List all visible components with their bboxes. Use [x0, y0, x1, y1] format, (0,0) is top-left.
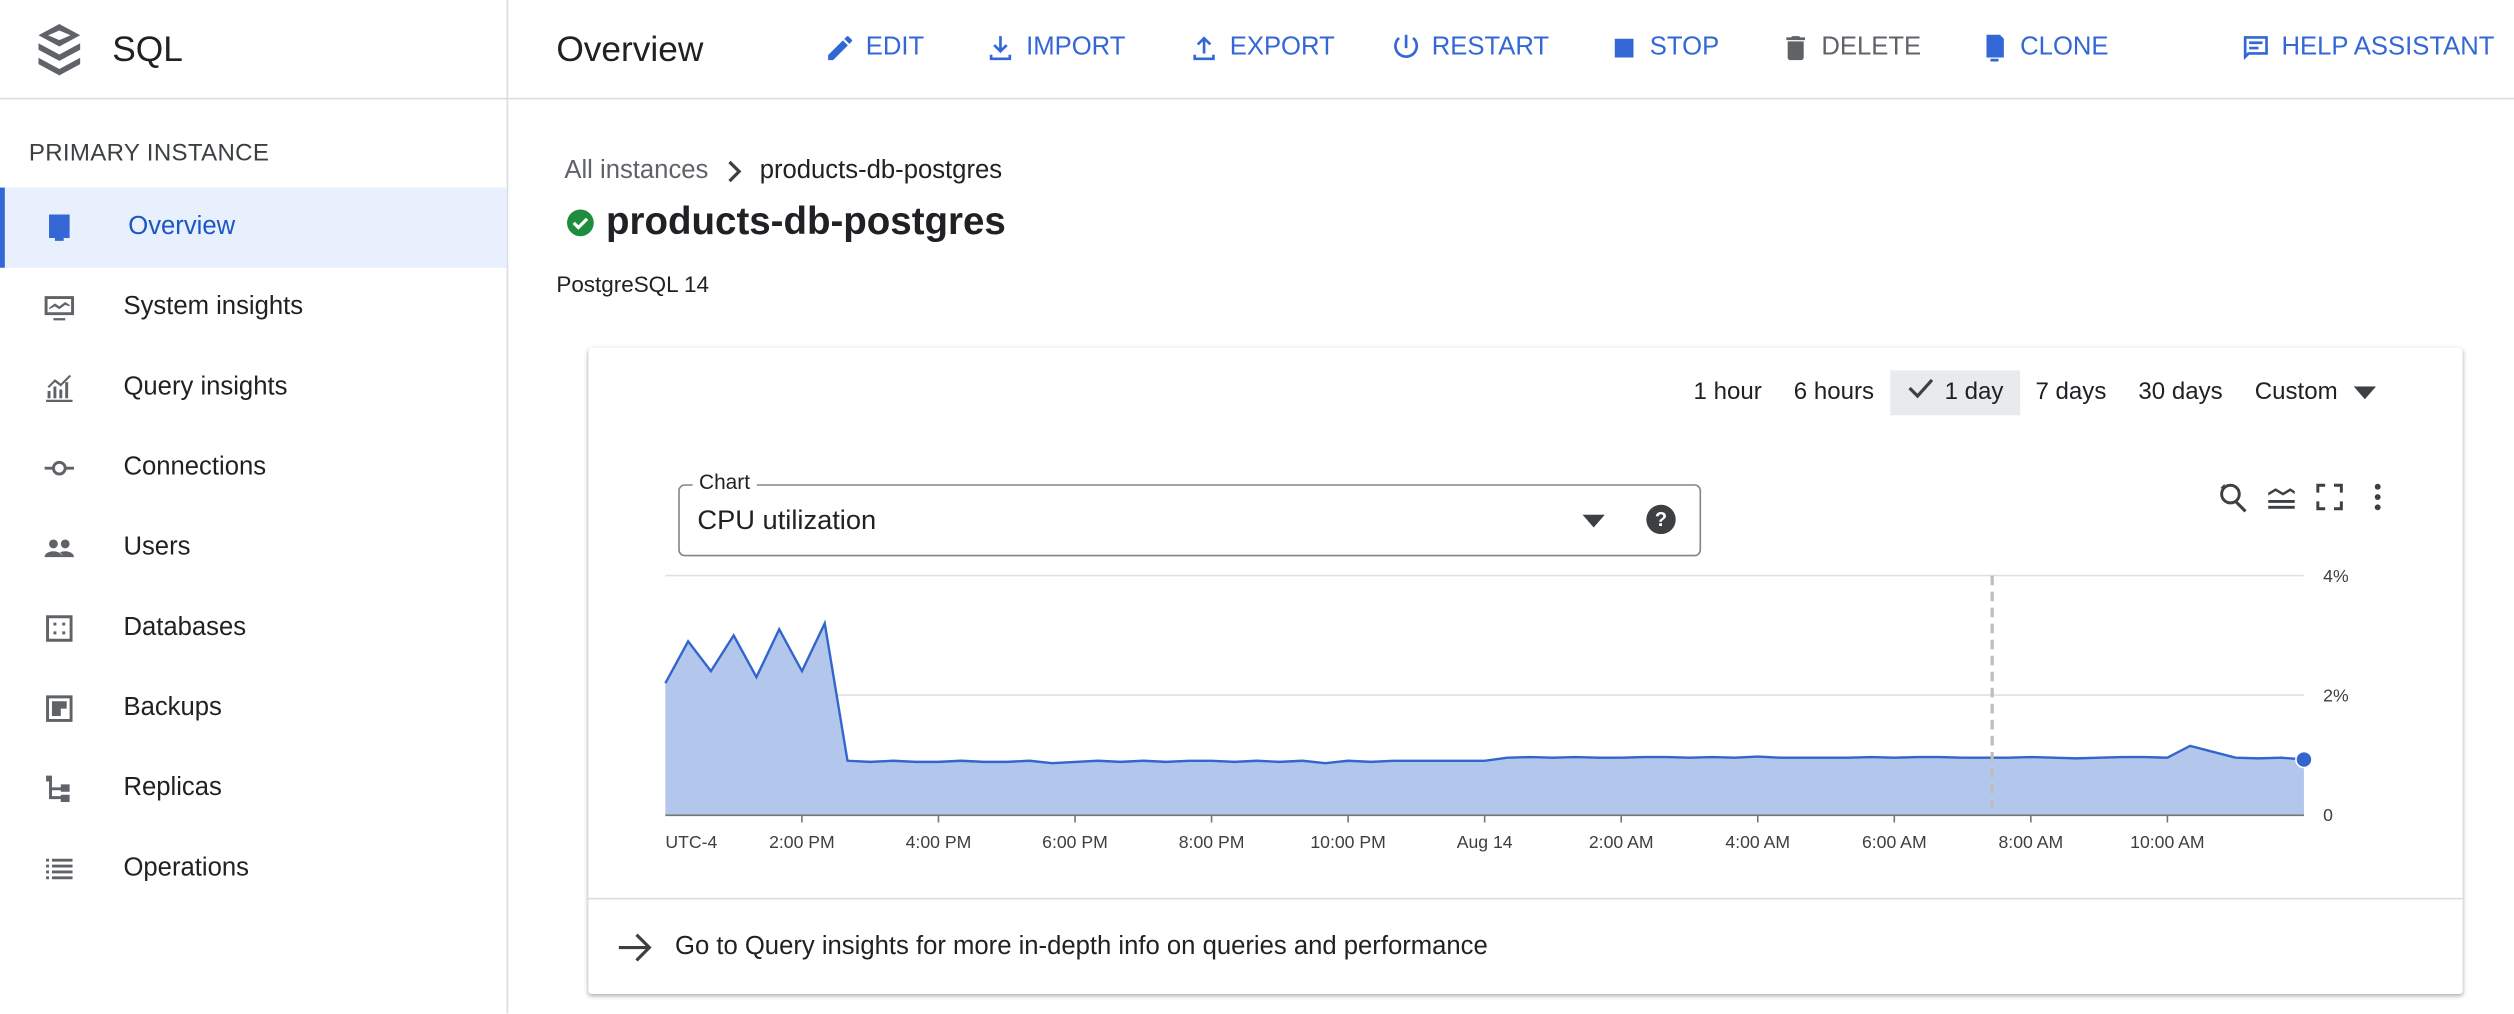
y-tick-label: 0: [2323, 805, 2333, 825]
monitor-icon: [44, 296, 75, 321]
metrics-card: 1 hour 6 hours 1 day 7 days 30 days Cust…: [588, 347, 2463, 996]
chart-select-value: CPU utilization: [697, 505, 877, 536]
help-icon[interactable]: ?: [1645, 503, 1677, 535]
range-1-hour[interactable]: 1 hour: [1693, 378, 1762, 406]
chart-icon: [46, 374, 73, 402]
export-icon: [1193, 36, 1215, 61]
instance-name: products-db-postgres: [606, 200, 1006, 244]
more-vert-icon[interactable]: [2360, 479, 2395, 514]
instance-version: PostgreSQL 14: [556, 270, 710, 297]
sidebar-item-replicas[interactable]: Replicas: [0, 749, 507, 829]
import-button[interactable]: IMPORT: [984, 32, 1125, 64]
instance-title: products-db-postgres: [564, 200, 1006, 245]
help-assistant-button[interactable]: HELP ASSISTANT: [2240, 32, 2494, 64]
svg-text:?: ?: [1655, 509, 1667, 531]
legend-toggle-icon[interactable]: [2264, 479, 2299, 514]
x-tick-label: 6:00 PM: [1042, 832, 1108, 852]
breadcrumb-current: products-db-postgres: [759, 157, 1003, 185]
arrow-right-icon: [618, 933, 652, 962]
latest-point: [2295, 750, 2313, 769]
replicas-icon: [46, 775, 70, 803]
series-area: [665, 623, 2304, 815]
x-tick-label: 2:00 AM: [1589, 832, 1654, 852]
x-tick-label: Aug 14: [1457, 832, 1513, 852]
sidebar-item-databases[interactable]: Databases: [0, 588, 507, 668]
stop-icon: [1614, 38, 1634, 58]
sidebar-section-title: PRIMARY INSTANCE: [28, 139, 270, 167]
stop-button[interactable]: STOP: [1608, 32, 1719, 64]
database-icon: [46, 615, 73, 642]
breadcrumb-all-instances[interactable]: All instances: [564, 157, 709, 185]
range-1-day[interactable]: 1 day: [1890, 370, 2020, 416]
backup-icon: [46, 695, 73, 722]
list-icon: [46, 858, 73, 880]
series-line: [664, 619, 2305, 765]
import-icon: [989, 36, 1012, 61]
y-tick-label: 2%: [2323, 685, 2349, 705]
caret-down-icon: [1582, 514, 1605, 528]
connection-icon: [44, 460, 75, 476]
overview-icon: [49, 214, 70, 241]
help-assistant-icon: [2243, 36, 2268, 61]
pencil-icon: [828, 36, 853, 61]
range-6-hours[interactable]: 6 hours: [1793, 378, 1875, 406]
x-tick-label: 10:00 AM: [2130, 832, 2204, 852]
range-7-days[interactable]: 7 days: [2035, 378, 2107, 406]
sidebar-item-users[interactable]: Users: [0, 508, 507, 588]
sidebar-item-operations[interactable]: Operations: [0, 829, 507, 909]
export-button[interactable]: EXPORT: [1188, 32, 1335, 64]
chart-select[interactable]: Chart CPU utilization ?: [678, 469, 1702, 557]
x-tick-label: 2:00 PM: [769, 832, 835, 852]
chart-select-label: Chart: [692, 469, 757, 494]
top-bar: SQL Overview EDIT IMPORT EXPORT RESTART …: [0, 0, 2514, 100]
page-title: Overview: [556, 28, 704, 69]
y-tick-label: 4%: [2323, 566, 2349, 586]
x-tick-label: UTC-4: [665, 832, 717, 852]
restart-button[interactable]: RESTART: [1390, 32, 1549, 64]
check-circle-icon: [567, 209, 594, 237]
sidebar-item-connections[interactable]: Connections: [0, 428, 507, 508]
brand: SQL: [0, 0, 509, 98]
range-30-days[interactable]: 30 days: [2138, 378, 2223, 406]
clone-icon: [1986, 34, 2004, 62]
chevron-right-icon: [728, 160, 742, 183]
sidebar-item-overview[interactable]: Overview: [0, 187, 507, 268]
sidebar: PRIMARY INSTANCE Overview System insight…: [0, 99, 509, 1014]
clone-button[interactable]: CLONE: [1978, 32, 2109, 64]
x-tick-label: 10:00 PM: [1310, 832, 1385, 852]
edit-button[interactable]: EDIT: [824, 32, 924, 64]
users-icon: [44, 539, 75, 558]
check-icon: [1908, 378, 1933, 399]
power-icon: [1394, 34, 1419, 58]
time-range-selector: 1 hour 6 hours 1 day 7 days 30 days Cust…: [1677, 370, 2392, 416]
sidebar-item-backups[interactable]: Backups: [0, 669, 507, 749]
query-insights-link[interactable]: Go to Query insights for more in-depth i…: [588, 897, 2463, 996]
range-custom[interactable]: Custom: [2239, 370, 2392, 415]
trash-icon: [1786, 36, 1806, 61]
fullscreen-icon[interactable]: [2312, 479, 2347, 514]
zoom-reset-icon[interactable]: [2216, 479, 2251, 514]
x-tick-label: 4:00 AM: [1725, 832, 1790, 852]
caret-down-icon: [2353, 386, 2377, 400]
x-tick-label: 8:00 AM: [1999, 832, 2064, 852]
breadcrumb: All instances products-db-postgres: [564, 157, 1002, 186]
delete-button[interactable]: DELETE: [1780, 32, 1921, 64]
sidebar-item-system-insights[interactable]: System insights: [0, 268, 507, 348]
sidebar-item-query-insights[interactable]: Query insights: [0, 348, 507, 428]
x-tick-label: 4:00 PM: [906, 832, 972, 852]
x-tick-label: 8:00 PM: [1179, 832, 1245, 852]
stacked-layers-icon: [38, 23, 81, 75]
chart-toolbar: [2216, 479, 2396, 514]
cpu-chart: 0 2% 4% UTC-4 2:00 PM 4:00 PM 6:00 PM 8:00 PM 10…: [664, 566, 2349, 852]
app-title: SQL: [112, 28, 183, 69]
x-tick-label: 6:00 AM: [1862, 832, 1927, 852]
